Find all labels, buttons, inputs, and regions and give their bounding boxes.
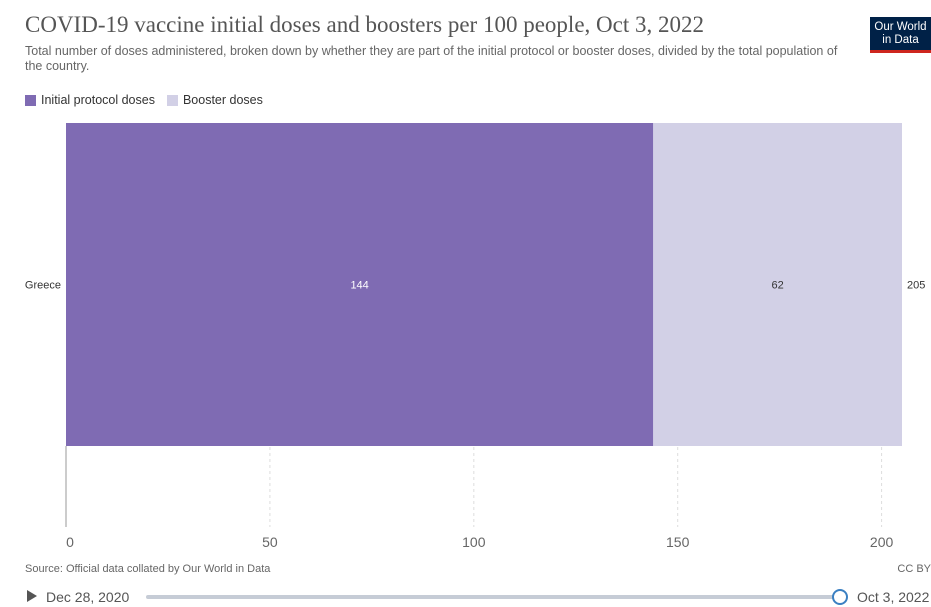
license-link[interactable]: CC BY (0, 563, 931, 575)
logo-line-2: in Data (882, 34, 919, 46)
play-icon[interactable] (27, 590, 37, 602)
data-label-initial: 144 (350, 280, 368, 292)
legend-label-initial: Initial protocol doses (41, 93, 155, 107)
legend-label-booster: Booster doses (182, 93, 263, 107)
x-tick-label-0: 0 (66, 534, 74, 550)
timeline-end-date: Oct 3, 2022 (857, 589, 930, 605)
legend-item-booster[interactable]: Booster doses (166, 93, 263, 107)
legend: Initial protocol doses Booster doses (25, 93, 275, 107)
timeline-start-date: Dec 28, 2020 (46, 589, 130, 605)
x-tick-label-100: 100 (462, 534, 486, 550)
legend-item-initial[interactable]: Initial protocol doses (25, 93, 155, 107)
timeline: Dec 28, 2020 Oct 3, 2022 (0, 584, 931, 607)
x-tick-label-200: 200 (870, 534, 894, 550)
legend-swatch-initial (25, 94, 36, 106)
timeline-handle[interactable] (832, 589, 848, 605)
chart-title: COVID-19 vaccine initial doses and boost… (25, 12, 704, 37)
total-label-greece: 205 (907, 280, 925, 292)
license-text[interactable]: CC BY (897, 563, 931, 575)
x-tick-label-150: 150 (666, 534, 690, 550)
legend-swatch-booster (166, 94, 178, 106)
x-tick-label-50: 50 (262, 534, 278, 550)
bar-greece-booster[interactable] (653, 123, 902, 446)
bar-chart: 0 50 100 150 200 144 62 Greece 205 (25, 123, 925, 550)
category-label-greece: Greece (25, 280, 61, 292)
logo-line-1: Our World (874, 21, 927, 33)
chart-subtitle: Total number of doses administered, brok… (25, 44, 838, 73)
source-note[interactable]: Source: Official data collated by Our Wo… (25, 563, 271, 575)
bar-greece-initial[interactable] (66, 123, 654, 446)
owid-logo[interactable]: Our World in Data (870, 17, 931, 53)
data-label-booster: 62 (771, 280, 783, 292)
timeline-track[interactable] (146, 595, 838, 599)
